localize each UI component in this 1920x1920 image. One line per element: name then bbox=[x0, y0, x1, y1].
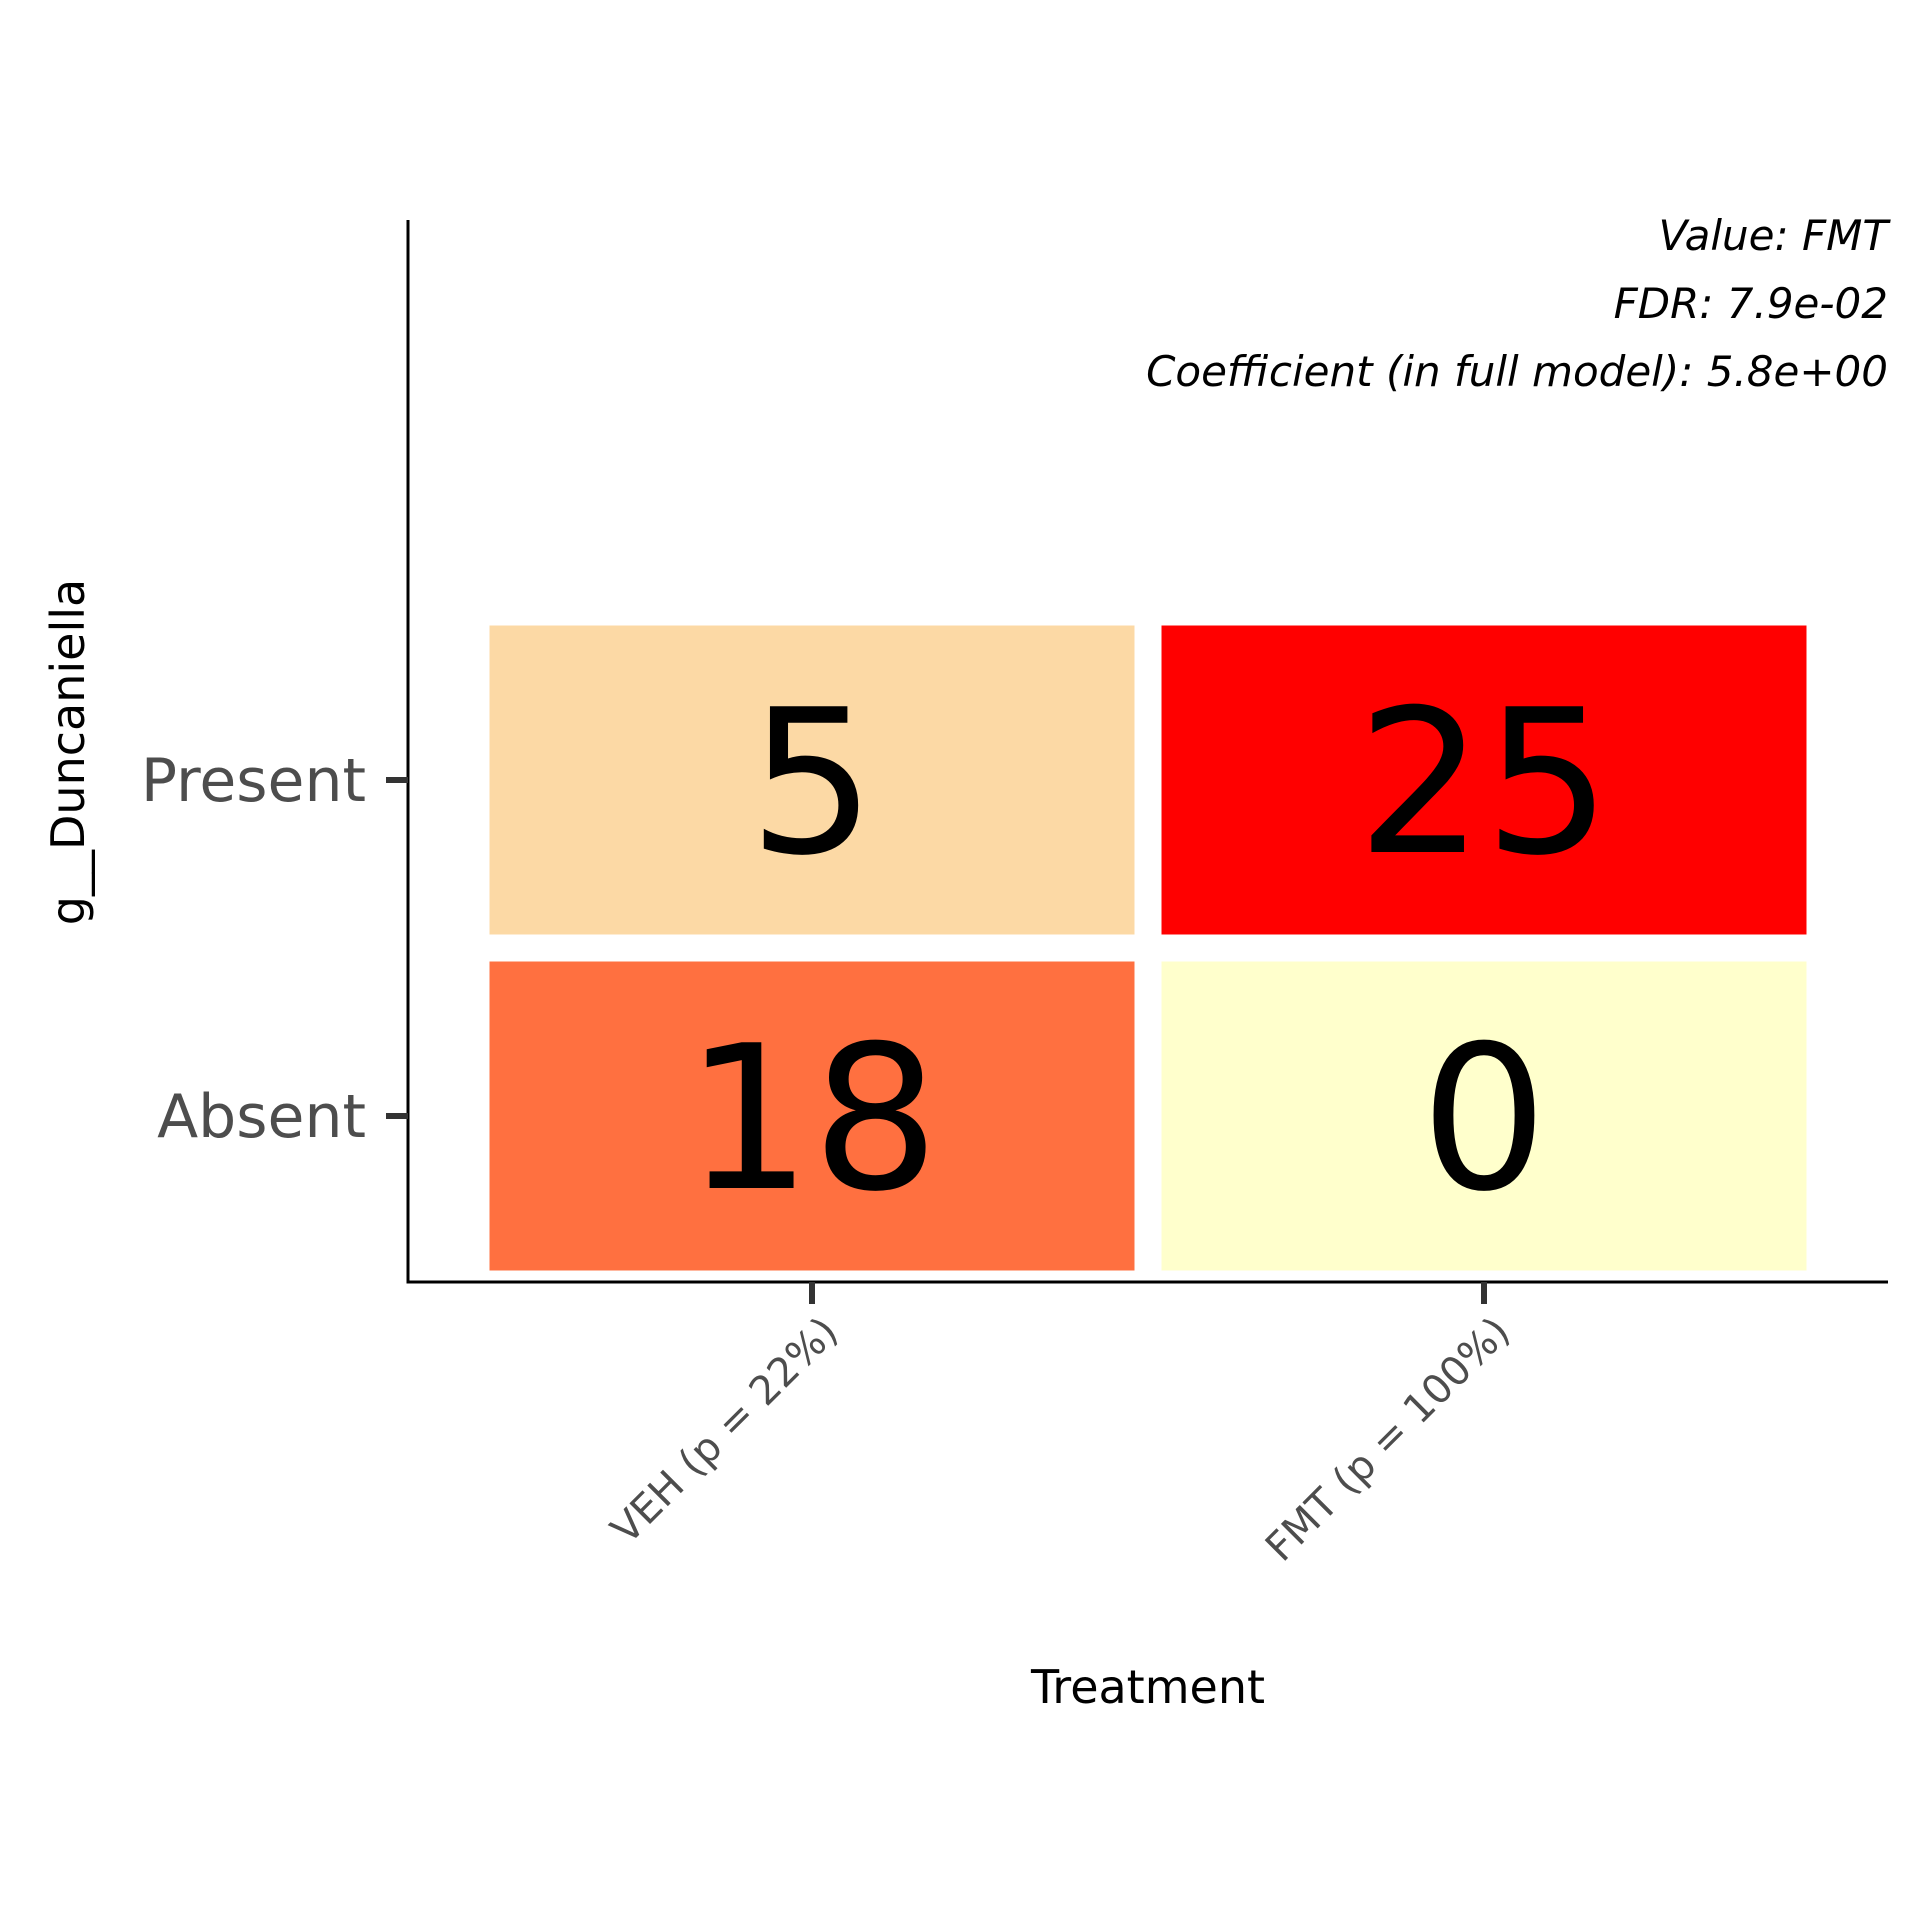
y-axis-title: g__Duncaniella bbox=[41, 579, 95, 925]
heatmap-cell-1 bbox=[489, 625, 1135, 935]
x-axis-title: Treatment bbox=[1030, 1660, 1265, 1714]
y-tick-label: Present bbox=[141, 746, 366, 816]
heatmap-cell-4 bbox=[1161, 961, 1807, 1271]
cell-value-label: 0 bbox=[1420, 1003, 1547, 1236]
heatmap-cell-3 bbox=[489, 961, 1135, 1271]
annotation-line: Value: FMT bbox=[1659, 211, 1892, 260]
annotation-line: FDR: 7.9e-02 bbox=[1614, 279, 1888, 328]
cell-value-label: 25 bbox=[1357, 667, 1612, 900]
x-tick-label: FMT (p = 100%) bbox=[1257, 1309, 1519, 1571]
heatmap-cell-2 bbox=[1161, 625, 1807, 935]
y-tick-label: Absent bbox=[157, 1082, 366, 1152]
heatmap-cells: 5 25 18 0 bbox=[489, 625, 1807, 1271]
cell-value-label: 18 bbox=[685, 1003, 940, 1236]
stats-annotations: Value: FMT FDR: 7.9e-02 Coefficient (in fu… bbox=[1146, 211, 1891, 396]
x-tick-label: VEH (p = 22%) bbox=[602, 1309, 847, 1554]
cell-value-label: 5 bbox=[748, 667, 875, 900]
annotation-line: Coefficient (in full model): 5.8e+00 bbox=[1146, 347, 1888, 396]
tick-marks bbox=[386, 777, 1487, 1304]
axes bbox=[406, 220, 1888, 1284]
